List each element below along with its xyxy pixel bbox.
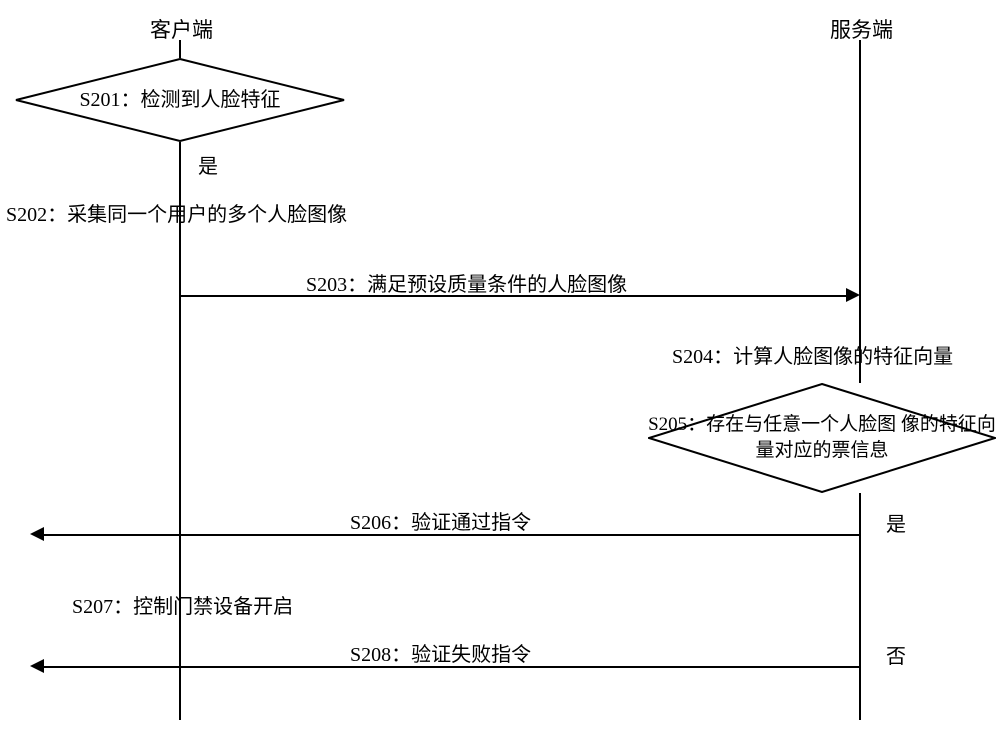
decision-s201: S201：检测到人脸特征 — [15, 58, 345, 142]
arrow-s203-head — [846, 288, 860, 302]
decision-s201-text: S201：检测到人脸特征 — [79, 87, 280, 114]
decision-s205: S205：存在与任意一个人脸图 像的特征向量对应的票信息 — [648, 383, 996, 493]
step-s204: S204：计算人脸图像的特征向量 — [672, 340, 953, 369]
lifeline-server — [859, 40, 861, 720]
arrow-s206-head — [30, 527, 44, 541]
step-s202: S202：采集同一个用户的多个人脸图像 — [6, 198, 347, 227]
arrow-s208-line — [44, 666, 860, 668]
sequence-diagram: 客户端 服务端 S201：检测到人脸特征 是 S202：采集同一个用户的多个人脸… — [0, 0, 1000, 749]
branch-s205-yes: 是 — [886, 508, 906, 537]
branch-s205-no: 否 — [886, 640, 906, 669]
arrow-s206-label: S206：验证通过指令 — [350, 506, 531, 535]
arrow-s208-label: S208：验证失败指令 — [350, 638, 531, 667]
arrow-s206-line — [44, 534, 860, 536]
actor-client-label: 客户端 — [150, 14, 213, 44]
decision-s205-text: S205：存在与任意一个人脸图 像的特征向量对应的票信息 — [648, 412, 996, 463]
arrow-s203-line — [180, 295, 846, 297]
arrow-s208-head — [30, 659, 44, 673]
actor-server-label: 服务端 — [830, 14, 893, 44]
arrow-s203-label: S203：满足预设质量条件的人脸图像 — [306, 268, 627, 297]
branch-s201-yes: 是 — [198, 150, 218, 179]
step-s207: S207：控制门禁设备开启 — [72, 590, 293, 619]
